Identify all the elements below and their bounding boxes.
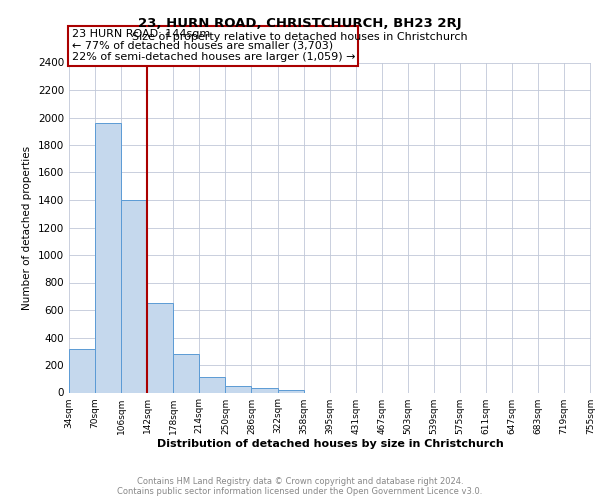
Bar [121,200,147,392]
Bar [69,348,95,393]
Bar [173,354,199,393]
Bar [95,123,121,392]
Text: 23, HURN ROAD, CHRISTCHURCH, BH23 2RJ: 23, HURN ROAD, CHRISTCHURCH, BH23 2RJ [138,18,462,30]
Text: Contains HM Land Registry data © Crown copyright and database right 2024.
Contai: Contains HM Land Registry data © Crown c… [118,476,482,496]
Text: 23 HURN ROAD: 144sqm
← 77% of detached houses are smaller (3,703)
22% of semi-de: 23 HURN ROAD: 144sqm ← 77% of detached h… [71,30,355,62]
Text: Size of property relative to detached houses in Christchurch: Size of property relative to detached ho… [132,32,468,42]
Bar [278,390,304,392]
Bar [199,378,226,392]
Bar [226,386,251,392]
Bar [147,303,173,392]
Y-axis label: Number of detached properties: Number of detached properties [22,146,32,310]
Bar [251,388,278,392]
X-axis label: Distribution of detached houses by size in Christchurch: Distribution of detached houses by size … [157,440,503,450]
